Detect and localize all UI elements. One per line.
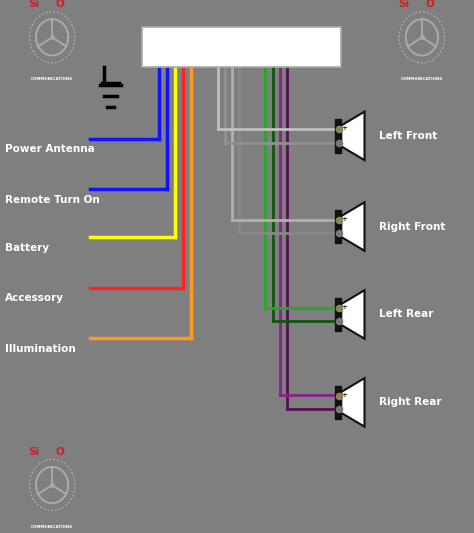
Text: Power Antenna: Power Antenna (5, 144, 94, 154)
Text: Battery: Battery (5, 243, 49, 253)
Text: Si: Si (28, 0, 40, 9)
Text: O: O (55, 447, 64, 457)
Text: +: + (341, 125, 347, 131)
Text: Right Rear: Right Rear (379, 398, 442, 407)
Polygon shape (341, 203, 365, 251)
FancyBboxPatch shape (335, 209, 341, 243)
Text: Left Front: Left Front (379, 131, 438, 141)
FancyBboxPatch shape (335, 119, 341, 152)
Polygon shape (341, 290, 365, 339)
Text: COMMUNICATIONS: COMMUNICATIONS (31, 77, 73, 81)
Text: Si: Si (28, 447, 40, 457)
Text: Illumination: Illumination (5, 344, 75, 354)
Text: +: + (341, 216, 347, 222)
Text: COMMUNICATIONS: COMMUNICATIONS (401, 77, 443, 81)
FancyBboxPatch shape (335, 386, 341, 419)
Text: Accessory: Accessory (5, 294, 64, 303)
Text: Right Front: Right Front (379, 222, 446, 231)
Text: Remote Turn On: Remote Turn On (5, 195, 100, 205)
Polygon shape (341, 112, 365, 160)
Polygon shape (341, 378, 365, 426)
FancyBboxPatch shape (142, 27, 341, 67)
Text: +: + (341, 392, 347, 398)
Text: +: + (341, 304, 347, 310)
FancyBboxPatch shape (335, 297, 341, 332)
Text: Si: Si (398, 0, 410, 9)
Text: Left Rear: Left Rear (379, 310, 434, 319)
Text: O: O (425, 0, 434, 9)
Text: O: O (55, 0, 64, 9)
Text: COMMUNICATIONS: COMMUNICATIONS (31, 524, 73, 529)
